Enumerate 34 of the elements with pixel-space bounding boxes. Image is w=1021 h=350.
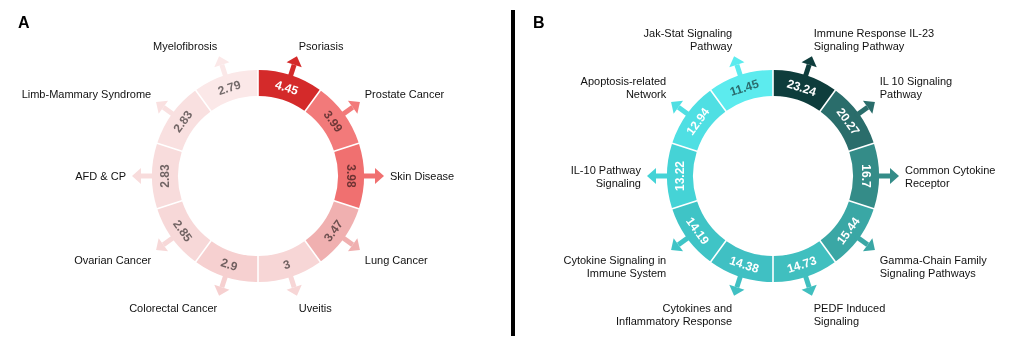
data-label: 3.98 xyxy=(343,164,358,188)
data-label: 14.38 xyxy=(727,253,761,277)
category-label: AFD & CP xyxy=(75,170,126,182)
data-label: 2.83 xyxy=(158,164,173,188)
category-label: PEDF Induced Signaling xyxy=(813,301,886,327)
category-label: Uveitis xyxy=(298,301,333,314)
text: A xyxy=(18,14,30,31)
category-label: Ovarian Cancer xyxy=(74,253,152,266)
text: B xyxy=(533,14,545,31)
category-label: Common Cytokine Receptor xyxy=(905,163,996,189)
data-label: 16.7 xyxy=(858,164,873,188)
data-label: 2.79 xyxy=(216,77,243,99)
category-label: Jak-Stat Signaling Pathway xyxy=(643,27,733,53)
data-label: 11.45 xyxy=(728,76,761,99)
category-label: IL-10 Pathway Signaling xyxy=(570,163,642,189)
category-label: Apoptosis-related Network xyxy=(580,75,667,101)
category-label: Limb-Mammary Syndrome xyxy=(21,88,152,101)
category-label: Colorectal Cancer xyxy=(129,301,218,314)
category-label: Gamma-Chain Family Signaling Pathways xyxy=(879,253,988,279)
category-label: Psoriasis xyxy=(298,40,344,53)
category-label: Prostate Cancer xyxy=(364,88,445,101)
category-label: Lung Cancer xyxy=(364,253,429,266)
data-label: 13.22 xyxy=(673,160,688,192)
data-label: 2.9 xyxy=(219,255,240,274)
category-label: Skin Disease xyxy=(390,170,455,182)
category-label: Cytokine Signaling in Immune System xyxy=(563,253,667,279)
category-label: Cytokines and Inflammatory Response xyxy=(616,301,733,327)
category-label: Myelofibrosis xyxy=(153,40,218,53)
data-label: 3 xyxy=(281,256,293,273)
category-label: Immune Response IL-23 Signaling Pathway xyxy=(813,27,935,53)
category-label: IL 10 Signaling Pathway xyxy=(879,75,953,101)
data-label: 14.73 xyxy=(785,253,819,276)
data-label: 4.45 xyxy=(273,77,301,99)
data-label: 23.24 xyxy=(785,76,819,100)
